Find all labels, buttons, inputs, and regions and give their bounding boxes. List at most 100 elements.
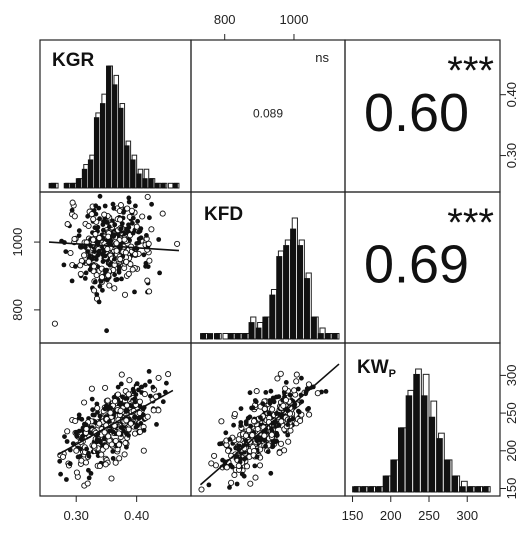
scatter-point-filled [64,477,69,482]
scatter-point-filled [118,381,124,387]
scatter-point-open [128,207,135,214]
scatter-point-open [112,437,119,444]
scatter-point-open [123,417,130,424]
scatter-point-filled [102,253,108,259]
scatter-point-open [73,469,80,476]
scatter-point-open [117,216,124,223]
histogram-bar-filled [436,438,443,493]
scatter-point-filled [116,269,122,275]
scatter-point-filled [236,443,241,449]
scatter-point-filled [101,227,106,233]
histogram-bar-filled [106,65,112,189]
scatter-point-filled [119,221,125,227]
scatter-point-filled [285,422,291,427]
scatter-point-open [117,256,124,263]
scatter-point-filled [286,418,292,423]
scatter-point-open [276,449,283,456]
scatter-point-open [121,451,128,458]
histogram-bar-filled [466,486,474,493]
scatter-point-open [131,430,139,437]
scatter-point-open [291,387,298,394]
histogram-bar-filled [112,84,118,189]
scatter-point-filled [110,449,116,454]
scatter-point-filled [262,437,268,443]
scatter-point-filled [107,419,112,424]
scatter-point-filled [83,270,89,276]
scatter-point-filled [141,252,147,258]
scatter-point-open [253,388,260,395]
scatter-point-open [108,475,115,482]
scatter-point-filled [141,428,147,433]
scatter-point-filled [239,471,245,477]
variable-label-kgr: KGR [52,50,95,71]
scatter-point-filled [63,249,69,255]
scatter-point-filled [78,244,84,250]
scatter-point-filled [96,248,102,254]
scatter-point-filled [274,433,280,438]
scatter-point-open [72,417,79,425]
scatter-point-open [112,459,119,466]
histogram-bar-filled [142,178,148,189]
correlation-value: 0.69 [364,235,469,295]
scatter-point-filled [254,454,260,460]
scatter-point-open [90,263,98,270]
scatter-point-open [114,391,122,398]
scatter-point-filled [126,222,131,228]
scatter-point-open [102,384,109,391]
histogram-bar-filled [398,427,405,493]
scatter-point-open [101,211,108,218]
scatter-point-filled [88,430,94,436]
scatter-point-open [249,432,256,439]
scatter-point-filled [265,449,271,455]
scatter-point-filled [132,289,137,295]
scatter-point-filled [118,226,124,231]
scatter-point-open [64,221,71,228]
scatter-point-filled [148,393,153,399]
scatter-point-filled [90,407,95,413]
scatter-point-open [96,462,103,470]
histogram-bar-filled [124,145,130,189]
scatter-point-filled [124,226,129,232]
histogram-bar-filled [87,159,94,189]
scatter-point-filled [95,252,101,258]
scatter-point-open [211,452,218,459]
scatter-point-filled [93,257,99,262]
histogram-bar-filled [367,486,374,493]
scatter-point-filled [115,384,121,390]
scatter-point-filled [295,386,301,392]
scatter-point-open [82,459,90,466]
scatter-point-open [83,425,90,432]
scatter-point-open [71,213,78,220]
scatter-point-filled [69,278,75,284]
scatter-point-open [127,420,134,427]
scatter-point-filled [96,299,102,305]
scatter-point-open [125,391,132,398]
scatter-point-open [129,266,136,273]
axis-tick-label-right: 0.30 [504,143,519,168]
scatter-point-filled [130,230,136,236]
scatter-point-filled [156,237,162,242]
scatter-point-filled [268,470,274,476]
scatter-point-open [231,471,238,479]
scatter-point-open [245,427,252,434]
axis-tick-label-right: 150 [504,478,519,500]
scatter-point-open [77,270,84,277]
scatter-point-open [115,430,123,437]
scatter-point-filled [76,228,82,234]
scatter-point-open [293,371,300,378]
scatter-point-open [139,213,146,220]
scatter-point-open [90,216,97,223]
scatter-point-filled [64,439,70,444]
scatter-point-open [123,402,131,409]
histogram-bar-filled [420,395,428,493]
scatter-point-filled [112,272,117,278]
scatter-point-open [88,385,95,392]
scatter-point-filled [157,270,163,276]
regression-line [199,363,340,486]
scatter-point-filled [144,233,149,238]
histogram-bar-filled [405,395,413,493]
scatter-point-open [278,418,285,425]
scatter-point-filled [154,422,159,427]
scatter-point-open [261,432,268,439]
axis-tick-label-bottom: 150 [342,508,364,523]
